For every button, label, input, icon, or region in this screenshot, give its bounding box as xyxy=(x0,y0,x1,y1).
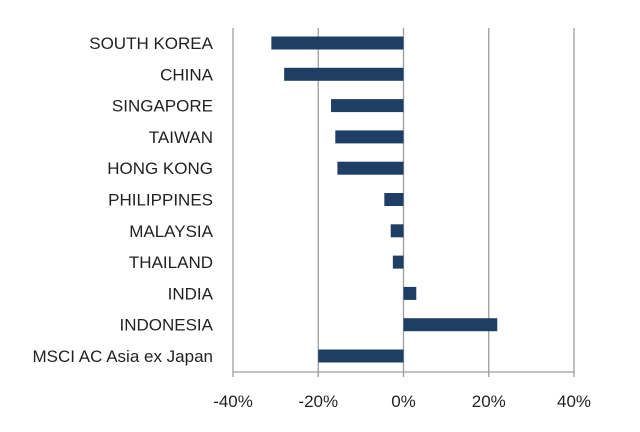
category-label: HONG KONG xyxy=(107,159,213,178)
bar-indonesia xyxy=(403,318,498,332)
bar-china xyxy=(284,67,404,81)
bar-india xyxy=(403,286,417,300)
category-label: MALAYSIA xyxy=(129,222,213,241)
category-label: SOUTH KOREA xyxy=(89,34,213,53)
x-tick-label: 40% xyxy=(557,392,591,411)
bar-thailand xyxy=(392,255,404,269)
bar-taiwan xyxy=(335,130,404,144)
bar-south-korea xyxy=(271,36,404,50)
category-labels: SOUTH KOREA CHINA SINGAPORE TAIWAN HONG KONG… xyxy=(33,34,214,366)
bar-malaysia xyxy=(390,224,404,238)
category-label: THAILAND xyxy=(129,253,213,272)
x-tick-label: 20% xyxy=(472,392,506,411)
x-tick-label: 0% xyxy=(391,392,416,411)
bar-singapore xyxy=(331,99,404,113)
bar-philippines xyxy=(384,193,404,206)
category-label: PHILIPPINES xyxy=(108,191,213,210)
bar-msci-ac-asia-ex-japan xyxy=(318,349,404,363)
category-label: CHINA xyxy=(160,65,214,84)
category-label: INDIA xyxy=(168,284,214,303)
category-label: INDONESIA xyxy=(119,316,213,335)
category-label: MSCI AC Asia ex Japan xyxy=(33,347,213,366)
bar-hong-kong xyxy=(337,161,404,175)
x-tick-label: -20% xyxy=(298,392,338,411)
category-label: TAIWAN xyxy=(149,128,213,147)
x-tick-labels: -40% -20% 0% 20% 40% xyxy=(213,392,591,411)
category-label: SINGAPORE xyxy=(112,97,213,116)
x-tick-label: -40% xyxy=(213,392,253,411)
bars xyxy=(271,36,498,363)
